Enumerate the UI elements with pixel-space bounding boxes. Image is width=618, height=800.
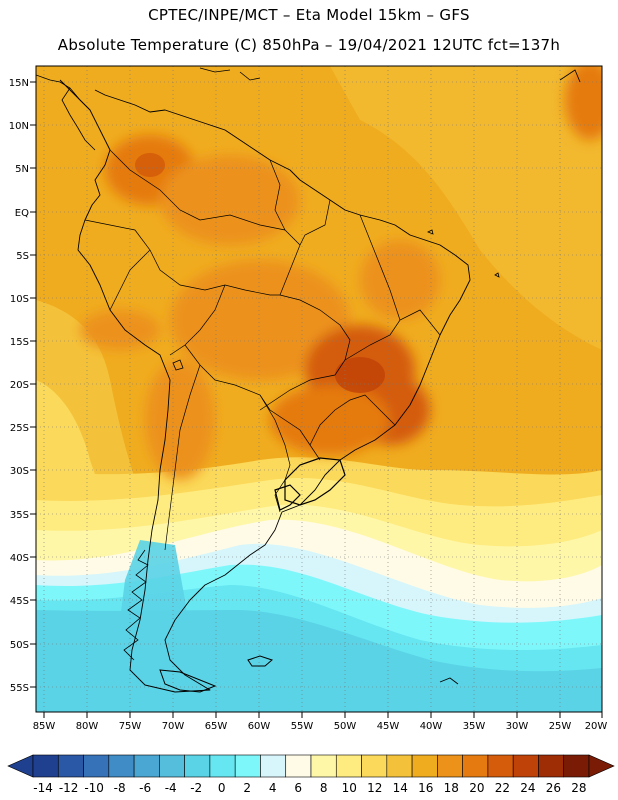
lat-label-55s: 55S	[10, 683, 29, 694]
legend-label: 0	[218, 781, 226, 795]
lon-label-55w: 55W	[291, 721, 314, 732]
chart-subtitle: Absolute Temperature (C) 850hPa – 19/04/…	[57, 36, 561, 54]
legend-label: 28	[571, 781, 586, 795]
legend-swatch	[335, 754, 362, 778]
legend-label: -6	[139, 781, 151, 795]
lat-label-eq: EQ	[15, 208, 29, 219]
legend-swatch	[563, 754, 590, 778]
lat-label-10n: 10N	[9, 121, 29, 132]
lon-label-80w: 80W	[76, 721, 99, 732]
legend-label: 6	[294, 781, 302, 795]
lat-label-45s: 45S	[10, 596, 29, 607]
legend-label: 22	[495, 781, 510, 795]
lat-label-15s: 15S	[10, 337, 29, 348]
temperature-field	[36, 66, 602, 712]
legend-label: -4	[165, 781, 177, 795]
lon-label-35w: 35W	[463, 721, 486, 732]
temperature-map: 15N 10N 5N EQ 5S 10S 15S 20S 25S 30S 35S…	[9, 65, 608, 732]
map-frame	[35, 65, 603, 713]
lon-label-65w: 65W	[205, 721, 228, 732]
country-borders	[84, 149, 441, 551]
legend-arrow-high	[588, 754, 615, 778]
lat-label-40s: 40S	[10, 553, 29, 564]
legend-label: -12	[59, 781, 79, 795]
legend-label: -2	[190, 781, 202, 795]
legend-swatch	[83, 754, 110, 778]
lon-label-70w: 70W	[162, 721, 185, 732]
lon-label-50w: 50W	[334, 721, 357, 732]
legend-swatch	[361, 754, 388, 778]
legend-label: -14	[33, 781, 53, 795]
legend-label: 4	[269, 781, 277, 795]
legend-label: 24	[520, 781, 535, 795]
lat-label-35s: 35S	[10, 510, 29, 521]
lat-label-15n: 15N	[9, 78, 29, 89]
legend-swatch	[512, 754, 539, 778]
legend-swatch	[285, 754, 312, 778]
legend-swatch	[462, 754, 489, 778]
legend-swatch	[184, 754, 211, 778]
legend-swatch	[538, 754, 565, 778]
legend-label: 2	[243, 781, 251, 795]
legend-label: 20	[469, 781, 484, 795]
lon-label-45w: 45W	[377, 721, 400, 732]
legend-swatch	[411, 754, 438, 778]
legend-swatch	[437, 754, 463, 778]
lat-label-20s: 20S	[10, 380, 29, 391]
legend-label: 16	[418, 781, 433, 795]
legend-label: 14	[393, 781, 408, 795]
legend-swatch	[108, 754, 135, 778]
legend-label: 12	[367, 781, 382, 795]
axis-ticks	[30, 81, 603, 718]
legend-arrow-low	[7, 754, 34, 778]
legend-label: -10	[84, 781, 104, 795]
lon-label-20w: 20W	[585, 721, 608, 732]
legend-label: -8	[114, 781, 126, 795]
coastline	[59, 79, 471, 693]
legend-label: 26	[546, 781, 561, 795]
legend-swatch	[209, 754, 236, 778]
lat-label-25s: 25S	[10, 423, 29, 434]
lon-label-25w: 25W	[549, 721, 572, 732]
legend-swatch	[386, 754, 413, 778]
lon-label-40w: 40W	[420, 721, 443, 732]
legend-swatch	[159, 754, 185, 778]
legend-label: 18	[444, 781, 459, 795]
legend-swatch	[32, 754, 59, 778]
lat-label-50s: 50S	[10, 640, 29, 651]
lat-label-5s: 5S	[16, 251, 29, 262]
legend-label: 8	[320, 781, 328, 795]
lat-label-10s: 10S	[10, 294, 29, 305]
legend-swatch	[234, 754, 261, 778]
legend-swatch	[487, 754, 514, 778]
legend-swatch	[57, 754, 84, 778]
lon-label-60w: 60W	[248, 721, 271, 732]
legend-swatch	[310, 754, 337, 778]
color-legend: -14 -12 -10 -8 -6 -4 -2 0 2 4 6 8 10 12 14 16 18 20 22 24 26…	[7, 754, 615, 795]
chart-title: CPTEC/INPE/MCT – Eta Model 15km – GFS	[148, 6, 470, 24]
lon-label-75w: 75W	[119, 721, 142, 732]
legend-label: 10	[342, 781, 357, 795]
lat-label-5n: 5N	[15, 164, 29, 175]
legend-swatch	[133, 754, 160, 778]
lon-label-85w: 85W	[33, 721, 56, 732]
lat-label-30s: 30S	[10, 466, 29, 477]
legend-swatch	[260, 754, 287, 778]
lon-label-30w: 30W	[506, 721, 529, 732]
